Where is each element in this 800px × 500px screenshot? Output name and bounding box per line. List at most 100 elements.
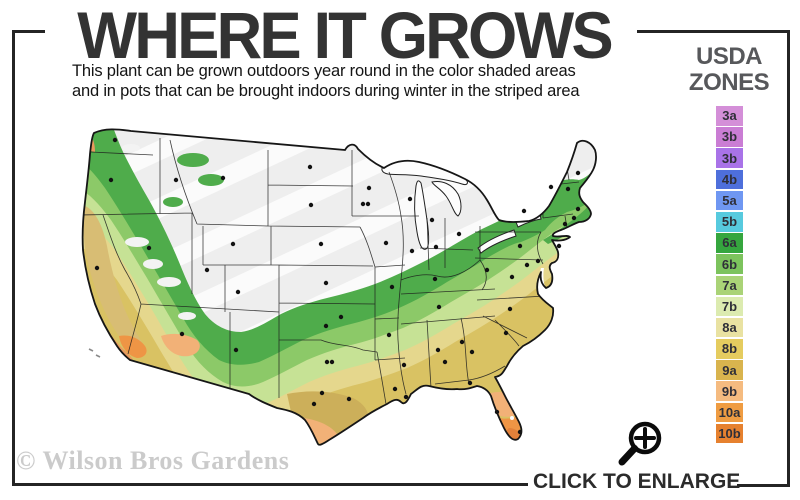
frame-right bbox=[787, 30, 790, 487]
legend-zone-swatch: 6a bbox=[716, 233, 743, 253]
state-dot bbox=[575, 170, 581, 176]
subtitle-line2: and in pots that can be brought indoors … bbox=[72, 82, 580, 101]
state-dot bbox=[324, 359, 330, 365]
state-dot bbox=[308, 202, 314, 208]
legend-zone-label: 4b bbox=[721, 171, 738, 187]
legend-zone-swatch: 7b bbox=[716, 296, 743, 317]
legend-zone-swatch: 9a bbox=[716, 360, 743, 380]
legend-zone-label: 5a bbox=[722, 193, 737, 209]
state-dot bbox=[524, 262, 530, 268]
legend-zone-label: 9a bbox=[722, 362, 737, 378]
legend-zone-swatch: 7a bbox=[716, 275, 743, 296]
white-mountain-patch bbox=[157, 277, 181, 287]
state-dot bbox=[365, 201, 371, 207]
state-dot bbox=[509, 274, 515, 280]
state-dot bbox=[456, 231, 462, 237]
legend-zone-label: 9b bbox=[721, 383, 738, 399]
legend-zone-label: 10a bbox=[718, 404, 741, 420]
legend-zone-swatch: 10b bbox=[716, 423, 743, 444]
white-mountain-patch bbox=[122, 144, 140, 152]
state-dot bbox=[173, 177, 179, 183]
state-dot bbox=[392, 386, 398, 392]
zone-blob-arizona-orange bbox=[161, 333, 200, 357]
lake-erie bbox=[477, 229, 517, 254]
frame-top-right bbox=[637, 30, 790, 33]
us-zone-map[interactable] bbox=[75, 122, 605, 472]
state-dot bbox=[338, 314, 344, 320]
legend-zone-swatch: 9b bbox=[716, 381, 743, 402]
legend-zone-swatch: 8a bbox=[716, 317, 743, 338]
page-title: WHERE IT GROWS bbox=[77, 0, 613, 72]
state-dot bbox=[517, 243, 523, 249]
state-dot bbox=[389, 284, 395, 290]
legend-zone-label: 8b bbox=[721, 341, 738, 357]
legend-zone-label: 5b bbox=[721, 214, 738, 230]
legend-zone-swatch: 6b bbox=[716, 254, 743, 274]
subtitle-line1: This plant can be grown outdoors year ro… bbox=[72, 62, 576, 80]
state-dot bbox=[429, 217, 435, 223]
state-dot bbox=[323, 323, 329, 329]
state-dot bbox=[436, 304, 442, 310]
legend-zone-label: 6a bbox=[722, 235, 737, 251]
state-dot bbox=[235, 289, 241, 295]
click-to-enlarge-label[interactable]: CLICK TO ENLARGE bbox=[533, 470, 741, 493]
legend-zone-swatch: 5b bbox=[716, 211, 743, 232]
legend-zone-swatch: 3b bbox=[716, 127, 743, 147]
state-dot bbox=[484, 267, 490, 273]
legend-zone-label: 3b bbox=[721, 129, 738, 145]
state-dot bbox=[311, 401, 317, 407]
usda-zones-heading: USDA ZONES bbox=[686, 44, 772, 96]
florida-keys bbox=[501, 444, 521, 445]
state-dot bbox=[94, 265, 100, 271]
great-lakes bbox=[381, 160, 542, 254]
state-dot bbox=[575, 206, 581, 212]
subtitle: This plant can be grown outdoors year ro… bbox=[72, 61, 632, 101]
legend-zone-swatch: 3b bbox=[716, 148, 743, 168]
frame-bottom-left bbox=[12, 483, 528, 486]
state-dot bbox=[319, 390, 325, 396]
state-dot bbox=[535, 258, 541, 264]
zone-blob-california-valley bbox=[83, 206, 143, 354]
state-dot bbox=[318, 241, 324, 247]
legend-zone-label: 3a bbox=[722, 108, 737, 124]
state-dot bbox=[146, 245, 152, 251]
usda-zone-legend: 3a 3b 3b 4b 5a 5b 6a bbox=[716, 106, 743, 445]
state-dot bbox=[307, 164, 313, 170]
state-dot bbox=[556, 243, 562, 249]
state-dot bbox=[386, 332, 392, 338]
state-dot bbox=[432, 276, 438, 282]
state-dot bbox=[346, 396, 352, 402]
white-mountain-patch bbox=[178, 312, 196, 320]
state-dot bbox=[442, 359, 448, 365]
state-dot bbox=[562, 221, 568, 227]
legend-zone-label: 6b bbox=[721, 256, 738, 272]
legend-zone-label: 7a bbox=[722, 277, 737, 293]
state-dot bbox=[469, 349, 475, 355]
state-dot bbox=[521, 208, 527, 214]
legend-zone-label: 7b bbox=[721, 298, 738, 314]
map-dots bbox=[94, 137, 581, 435]
state-dot bbox=[401, 362, 407, 368]
legend-zone-swatch: 3a bbox=[716, 106, 743, 126]
state-dot bbox=[548, 184, 554, 190]
state-dot bbox=[383, 240, 389, 246]
state-dot bbox=[435, 347, 441, 353]
frame-left bbox=[12, 30, 15, 486]
magnifier-plus-icon[interactable] bbox=[610, 412, 666, 472]
usda-heading-line2: ZONES bbox=[688, 68, 770, 96]
state-dot bbox=[503, 330, 509, 336]
state-dot bbox=[433, 244, 439, 250]
white-mountain-patch bbox=[143, 259, 163, 269]
legend-zone-swatch: 4b bbox=[716, 169, 743, 190]
channel-islands bbox=[88, 348, 101, 358]
state-dot bbox=[230, 241, 236, 247]
state-dot bbox=[403, 394, 409, 400]
state-dot bbox=[112, 137, 118, 143]
state-dot bbox=[360, 201, 366, 207]
zone-blob-socal-inland-orange bbox=[119, 335, 147, 358]
state-dot bbox=[179, 331, 185, 337]
state-dot bbox=[507, 306, 513, 312]
white-mountain-patch bbox=[125, 237, 149, 247]
state-dot bbox=[409, 248, 415, 254]
